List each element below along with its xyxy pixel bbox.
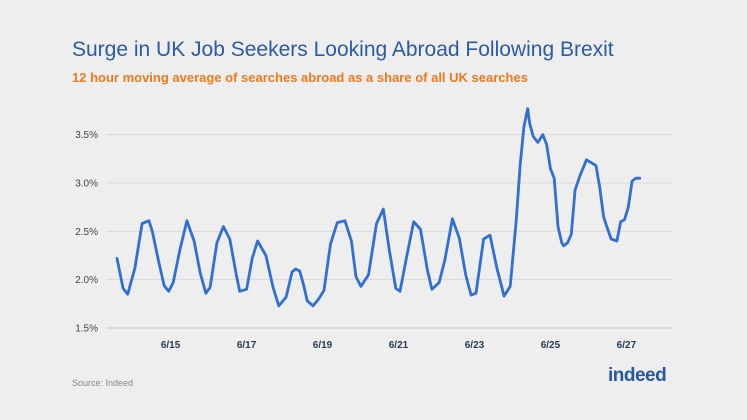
- x-tick-label: 6/19: [313, 340, 333, 351]
- y-tick-label: 1.5%: [75, 324, 98, 335]
- y-tick-label: 3.5%: [75, 130, 98, 141]
- series-line: [115, 107, 642, 308]
- gridlines: [106, 134, 672, 281]
- y-tick-label: 3.0%: [75, 179, 98, 190]
- y-tick-label: 2.5%: [75, 227, 98, 238]
- y-tick-label: 2.0%: [75, 275, 98, 286]
- x-tick-label: 6/27: [617, 340, 637, 351]
- chart-subtitle: 12 hour moving average of searches abroa…: [72, 70, 528, 85]
- x-tick-label: 6/21: [389, 340, 409, 351]
- x-tick-label: 6/23: [465, 340, 485, 351]
- source-note: Source: Indeed: [72, 378, 134, 388]
- x-tick-label: 6/15: [161, 340, 181, 351]
- x-tick-label: 6/17: [237, 340, 257, 351]
- y-axis-ticks: 1.5% 2.0% 2.5% 3.0% 3.5%: [75, 130, 98, 334]
- indeed-logo: indeed: [608, 365, 667, 386]
- chart-title: Surge in UK Job Seekers Looking Abroad F…: [72, 38, 614, 61]
- x-axis-ticks: 6/15 6/17 6/19 6/21 6/23 6/25 6/27: [161, 340, 637, 351]
- x-tick-label: 6/25: [541, 340, 561, 351]
